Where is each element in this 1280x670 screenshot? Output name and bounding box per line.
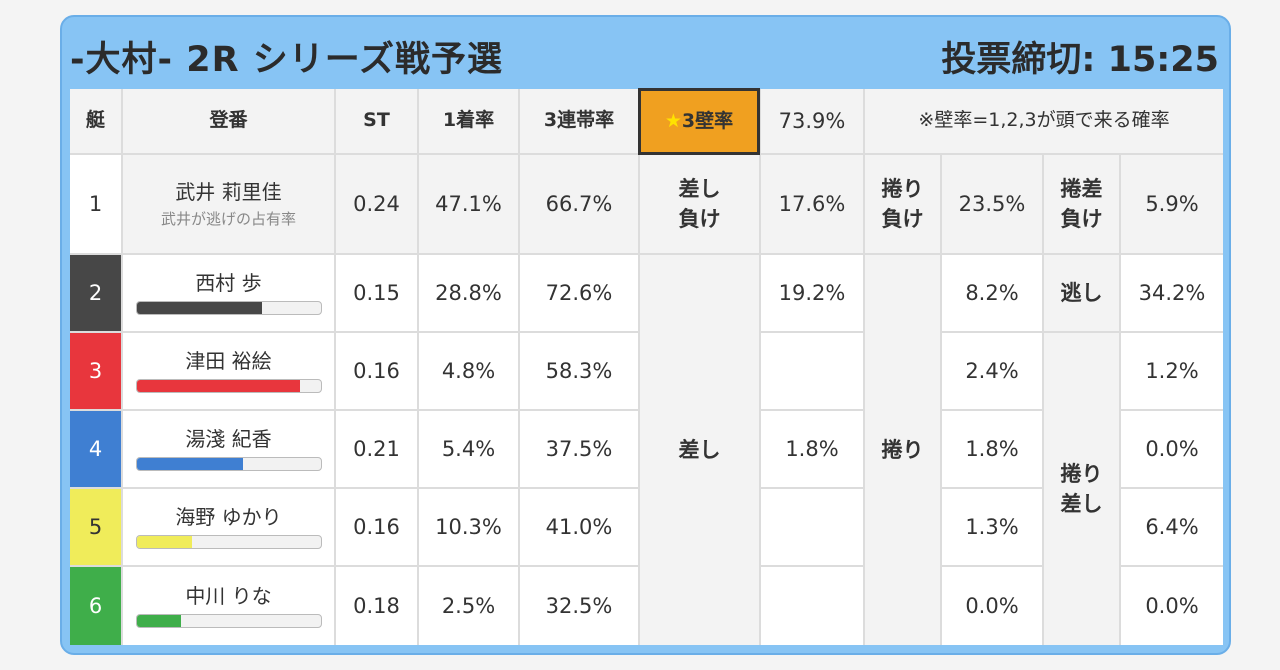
header-wall-rate: ★ 3壁率 <box>638 88 760 155</box>
racer-name: 西村 歩 <box>195 271 262 295</box>
st-value: 0.15 <box>336 255 417 331</box>
racer-nige-share-label: 武井が逃げの占有率 <box>160 210 296 228</box>
st-value: 0.21 <box>336 411 417 487</box>
boat-number-6: 6 <box>70 567 121 645</box>
header-name: 登番 <box>123 89 334 153</box>
makuri-value: 0.0% <box>942 567 1042 645</box>
sashi-value <box>761 567 863 645</box>
nige-share-bar-fill <box>136 380 301 392</box>
racer-name-cell-2: 西村 歩 <box>123 255 334 331</box>
st-value: 0.16 <box>336 333 417 409</box>
makuri-value: 1.3% <box>942 489 1042 565</box>
trio-rate-value: 58.3% <box>520 333 638 409</box>
racer-name-cell-3: 津田 裕絵 <box>123 333 334 409</box>
sashi-make-label: 差し 負け <box>640 155 759 253</box>
nige-share-bar-fill <box>136 302 262 314</box>
st-value: 0.16 <box>336 489 417 565</box>
nige-share-bar <box>135 379 322 393</box>
racer-name: 津田 裕絵 <box>185 349 272 373</box>
sashi-value <box>761 333 863 409</box>
header-trio-rate: 3連帯率 <box>520 89 638 153</box>
first-rate-value: 2.5% <box>419 567 518 645</box>
sashi-make-value: 17.6% <box>761 155 863 253</box>
makuri-make-label: 捲り 負け <box>865 155 940 253</box>
star-icon: ★ <box>664 109 682 132</box>
racer-name: 武井 莉里佳 <box>175 180 282 204</box>
nige-share-bar <box>135 457 322 471</box>
first-rate-value: 4.8% <box>419 333 518 409</box>
trio-rate-value: 37.5% <box>520 411 638 487</box>
first-rate-value: 5.4% <box>419 411 518 487</box>
sashi-value: 1.8% <box>761 411 863 487</box>
race-title: -大村- 2R シリーズ戦予選 <box>70 40 503 80</box>
header-st: ST <box>336 89 417 153</box>
racer-name-cell-1: 武井 莉里佳 武井が逃げの占有率 <box>123 155 334 253</box>
first-rate-value: 10.3% <box>419 489 518 565</box>
wall-rate-value: 73.9% <box>761 89 863 153</box>
header-boat: 艇 <box>70 89 121 153</box>
makuri-value: 1.8% <box>942 411 1042 487</box>
makurisashi-make-label: 捲差 負け <box>1044 155 1119 253</box>
nige-value: 34.2% <box>1121 255 1223 331</box>
st-value: 0.18 <box>336 567 417 645</box>
first-rate-value: 47.1% <box>419 155 518 253</box>
trio-rate-value: 66.7% <box>520 155 638 253</box>
boat-number-4: 4 <box>70 411 121 487</box>
makuri-value: 8.2% <box>942 255 1042 331</box>
nige-share-bar-fill <box>136 615 181 627</box>
racer-name: 湯淺 紀香 <box>185 427 272 451</box>
nige-share-bar-fill <box>136 458 244 470</box>
race-header: -大村- 2R シリーズ戦予選 投票締切: 15:25 <box>62 17 1229 89</box>
nige-share-bar <box>135 535 322 549</box>
racer-name: 中川 りな <box>185 584 272 608</box>
header-first-rate: 1着率 <box>419 89 518 153</box>
sashi-value: 19.2% <box>761 255 863 331</box>
boat-number-1: 1 <box>70 155 121 253</box>
first-rate-value: 28.8% <box>419 255 518 331</box>
racer-name-cell-5: 海野 ゆかり <box>123 489 334 565</box>
nige-share-bar <box>135 614 322 628</box>
nige-label: 逃し <box>1044 255 1119 331</box>
makurisashi-value: 1.2% <box>1121 333 1223 409</box>
trio-rate-value: 41.0% <box>520 489 638 565</box>
makurisashi-value: 0.0% <box>1121 567 1223 645</box>
st-value: 0.24 <box>336 155 417 253</box>
wall-rate-note: ※壁率=1,2,3が頭で来る確率 <box>865 89 1223 153</box>
trio-rate-value: 32.5% <box>520 567 638 645</box>
makuri-value: 2.4% <box>942 333 1042 409</box>
boat-number-3: 3 <box>70 333 121 409</box>
vote-deadline: 投票締切: 15:25 <box>941 40 1219 80</box>
makurisashi-make-value: 5.9% <box>1121 155 1223 253</box>
race-card: -大村- 2R シリーズ戦予選 投票締切: 15:25 艇 登番 ST 1着率 … <box>60 15 1231 655</box>
makurisashi-value: 6.4% <box>1121 489 1223 565</box>
sashi-label: 差し <box>640 255 759 645</box>
wall-rate-label: 3壁率 <box>681 109 734 132</box>
boat-number-5: 5 <box>70 489 121 565</box>
nige-share-bar-fill <box>136 536 192 548</box>
racer-name-cell-4: 湯淺 紀香 <box>123 411 334 487</box>
racer-name-cell-6: 中川 りな <box>123 567 334 645</box>
makuri-make-value: 23.5% <box>942 155 1042 253</box>
makurisashi-label: 捲り 差し <box>1044 333 1119 645</box>
sashi-value <box>761 489 863 565</box>
trio-rate-value: 72.6% <box>520 255 638 331</box>
prediction-table: 艇 登番 ST 1着率 3連帯率 ★ 3壁率 73.9% ※壁率=1,2,3が頭で… <box>70 88 1223 645</box>
makurisashi-value: 0.0% <box>1121 411 1223 487</box>
makuri-label: 捲り <box>865 255 940 645</box>
nige-share-bar <box>135 301 322 315</box>
boat-number-2: 2 <box>70 255 121 331</box>
racer-name: 海野 ゆかり <box>175 505 282 529</box>
